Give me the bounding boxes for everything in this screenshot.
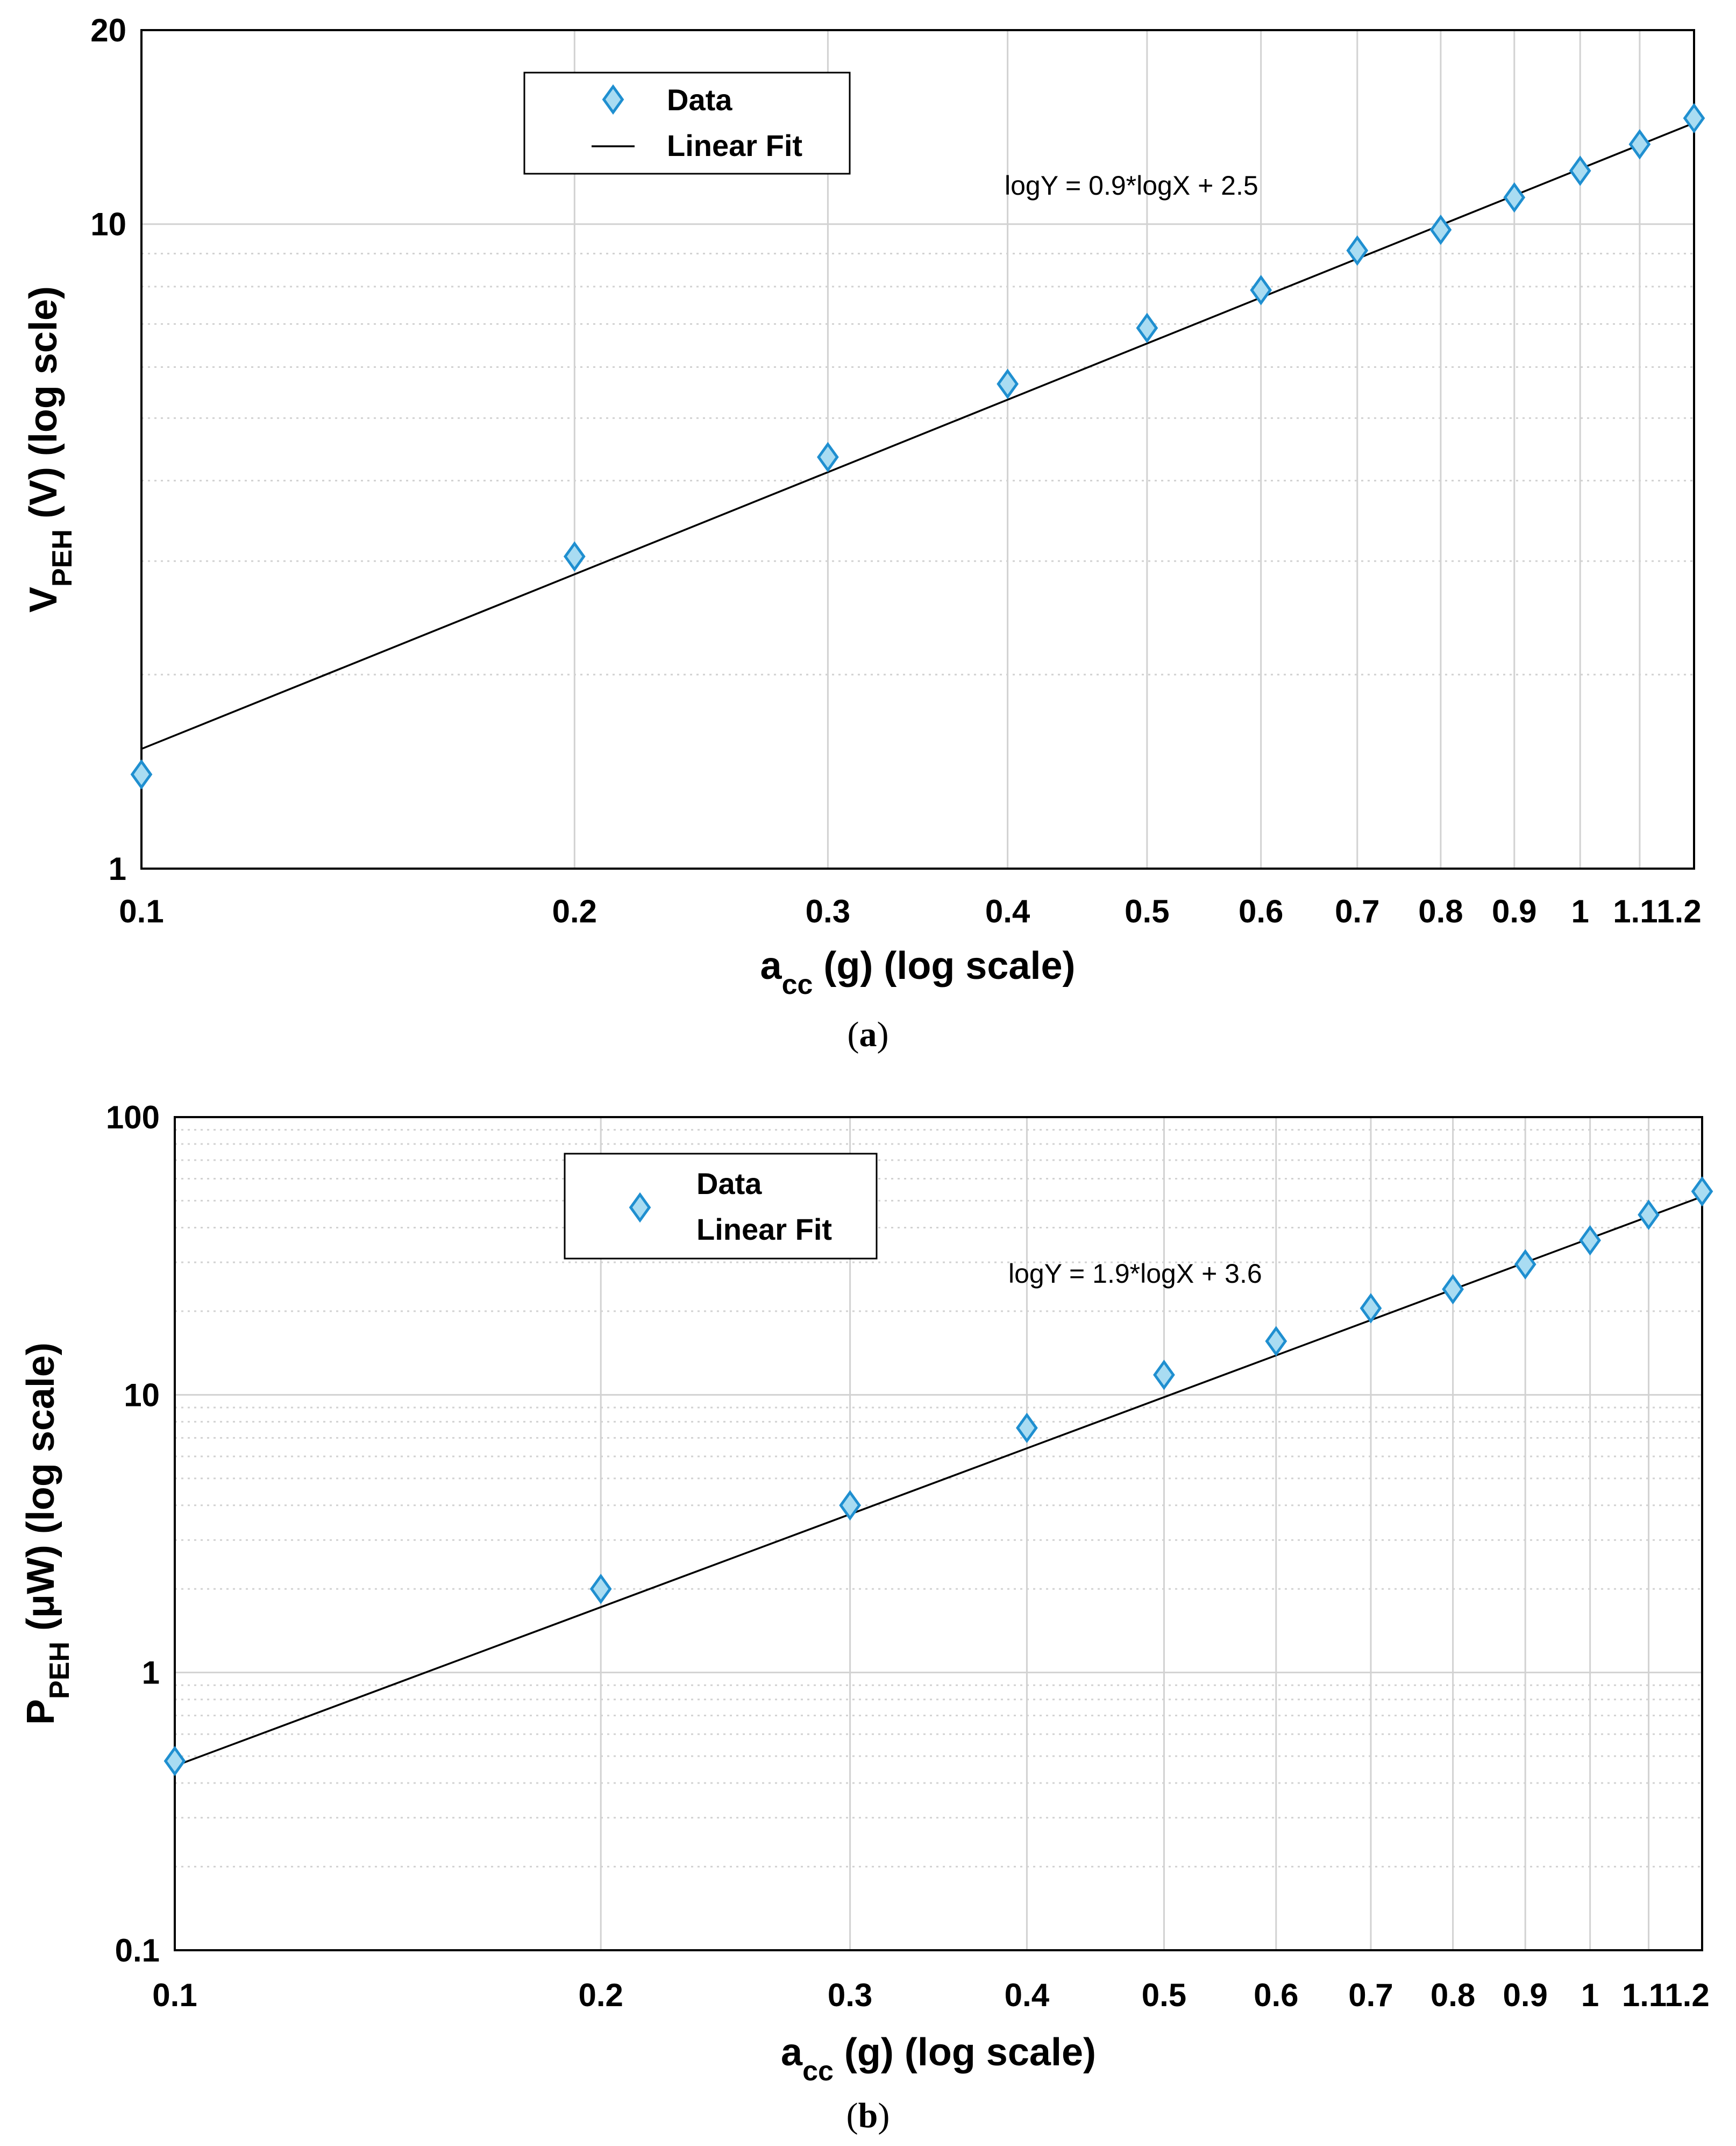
y-tick-label: 1 xyxy=(109,851,126,887)
plot-area xyxy=(175,1117,1702,1950)
x-tick-label: 0.8 xyxy=(1431,1977,1475,2013)
legend: Data Linear Fit xyxy=(523,72,851,175)
y-tick-label: 1 xyxy=(142,1655,160,1691)
data-point xyxy=(1250,275,1272,305)
y-axis-label: PPEH (μW) (log scale) xyxy=(19,1342,75,1725)
x-tick-label: 0.3 xyxy=(828,1977,872,2013)
data-point xyxy=(1579,1225,1601,1256)
caption-letter: a xyxy=(859,1015,877,1054)
x-axis-label-sub: cc xyxy=(802,2056,834,2087)
x-tick-label: 0.5 xyxy=(1125,893,1169,929)
data-point xyxy=(589,1573,612,1604)
x-tick-label: 0.6 xyxy=(1239,893,1283,929)
data-point xyxy=(1628,129,1651,160)
data-point xyxy=(130,759,153,790)
axes-box xyxy=(174,1116,1703,1951)
x-tick-label: 0.3 xyxy=(806,893,850,929)
x-tick-label: 0.1 xyxy=(152,1977,197,2013)
data-point xyxy=(1136,312,1158,344)
y-axis-label-main: V xyxy=(22,587,65,613)
x-tick-label: 0.2 xyxy=(552,893,597,929)
legend-entry-fit: Linear Fit xyxy=(696,1212,832,1246)
data-point xyxy=(817,442,839,473)
y-tick-label: 10 xyxy=(90,207,126,243)
x-tick-label: 1 xyxy=(1571,893,1589,929)
subfigure-caption: (b) xyxy=(846,2096,890,2135)
x-tick-label: 1.1 xyxy=(1622,1977,1667,2013)
x-tick-label: 1.2 xyxy=(1664,1977,1709,2013)
x-tick-label: 0.7 xyxy=(1335,893,1379,929)
y-axis-label-main: P xyxy=(19,1699,62,1725)
data-point xyxy=(1569,155,1591,186)
data-point xyxy=(1360,1293,1382,1324)
x-tick-label: 0.9 xyxy=(1503,1977,1547,2013)
caption-open-paren: ( xyxy=(846,2096,858,2135)
x-axis-label-sub: cc xyxy=(782,969,813,1000)
legend-entry-data: Data xyxy=(696,1167,762,1200)
data-point xyxy=(1683,103,1705,134)
x-tick-label: 0.4 xyxy=(1005,1977,1050,2013)
x-axis-label-rest: (g) (log scale) xyxy=(834,2031,1096,2074)
axes-box xyxy=(140,29,1695,870)
chart-b: 0.1 0.2 0.3 0.4 0.5 0.6 0.7 0.8 0.9 1 1.11.2 0.1 1 10… xyxy=(19,1099,1713,2135)
y-tick-label: 20 xyxy=(90,12,126,48)
y-axis-label-rest: (V) (log scle) xyxy=(22,286,65,529)
y-axis-label-sub: PEH xyxy=(44,1642,75,1699)
caption-close-paren: ) xyxy=(877,1015,889,1054)
data-point xyxy=(1016,1412,1038,1444)
data-point xyxy=(1503,182,1526,213)
data-point xyxy=(163,1745,186,1777)
x-tick-label: 0.5 xyxy=(1142,1977,1186,2013)
y-tick-label: 100 xyxy=(106,1099,160,1135)
x-axis-label-main: a xyxy=(760,944,782,987)
legend-entry-data: Data xyxy=(667,83,732,117)
legend-marker xyxy=(602,84,624,115)
y-axis-label-sub: PEH xyxy=(47,529,78,587)
x-tick-label: 0.7 xyxy=(1348,1977,1393,2013)
x-tick-label: 0.4 xyxy=(985,893,1030,929)
data-point xyxy=(1346,235,1369,266)
caption-close-paren: ) xyxy=(878,2096,890,2135)
x-tick-label: 0.8 xyxy=(1418,893,1463,929)
x-tick-label: 0.2 xyxy=(578,1977,623,2013)
legend-entry-fit: Linear Fit xyxy=(667,129,802,162)
y-tick-label: 0.1 xyxy=(115,1932,160,1969)
x-axis-label-main: a xyxy=(781,2031,803,2074)
x-tick-label: 0.6 xyxy=(1254,1977,1298,2013)
caption-open-paren: ( xyxy=(848,1015,859,1054)
data-point xyxy=(839,1490,861,1521)
x-tick-label: 0.9 xyxy=(1492,893,1536,929)
x-tick-label: 1.2 xyxy=(1656,893,1701,929)
caption-letter: b xyxy=(858,2096,878,2135)
legend-marker xyxy=(629,1192,651,1223)
data-point xyxy=(1429,214,1452,245)
data-point xyxy=(563,541,586,572)
legend: Data Linear Fit xyxy=(564,1153,878,1260)
data-point xyxy=(1265,1326,1287,1356)
x-axis-label: acc (g) (log scale) xyxy=(760,944,1076,1000)
subfigure-caption: (a) xyxy=(848,1015,889,1054)
y-tick-label: 10 xyxy=(124,1377,160,1413)
plot-area xyxy=(141,30,1694,869)
x-tick-label: 0.1 xyxy=(119,893,163,929)
fit-equation: logY = 1.9*logX + 3.6 xyxy=(1008,1259,1262,1289)
data-point xyxy=(1638,1199,1660,1230)
x-tick-label: 1.1 xyxy=(1613,893,1657,929)
x-axis-label: acc (g) (log scale) xyxy=(781,2031,1096,2087)
chart-a: 0.1 0.2 0.3 0.4 0.5 0.6 0.7 0.8 0.9 1 1.11.2 1 10 20 a… xyxy=(22,12,1705,1054)
fit-equation: logY = 0.9*logX + 2.5 xyxy=(1005,170,1258,201)
data-point xyxy=(1153,1359,1175,1390)
data-point xyxy=(1442,1274,1464,1305)
legend-box xyxy=(523,72,851,175)
data-point xyxy=(1514,1249,1536,1280)
data-point xyxy=(1691,1176,1713,1207)
x-axis-label-rest: (g) (log scale) xyxy=(813,944,1075,987)
y-axis-label: VPEH (V) (log scle) xyxy=(22,286,78,613)
legend-box xyxy=(564,1153,878,1260)
x-tick-label: 1 xyxy=(1581,1977,1599,2013)
y-axis-label-rest: (μW) (log scale) xyxy=(19,1342,62,1642)
data-point xyxy=(997,368,1019,400)
